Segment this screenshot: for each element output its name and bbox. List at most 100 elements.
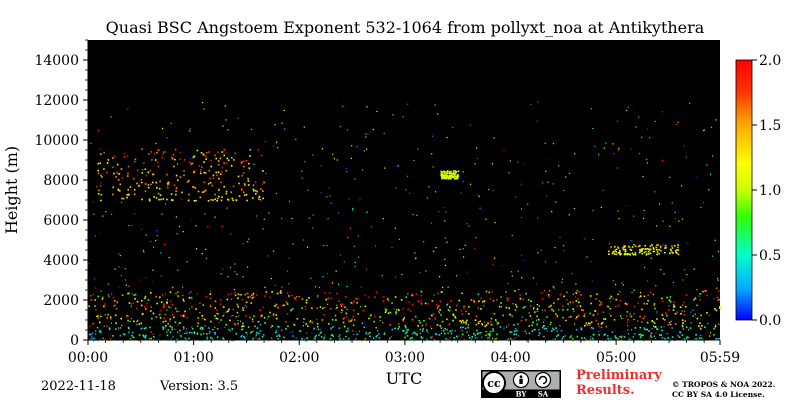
data-cell (159, 296, 161, 299)
noise-cell (464, 244, 466, 246)
data-cell (123, 333, 126, 336)
noise-cell (662, 244, 664, 246)
data-cell (624, 251, 627, 253)
data-cell (116, 171, 118, 174)
data-cell (448, 176, 451, 179)
data-cell (92, 338, 94, 340)
noise-cell (305, 332, 308, 334)
data-cell (695, 338, 697, 340)
data-cell (211, 337, 213, 340)
data-cell (232, 185, 235, 188)
data-cell (578, 291, 581, 293)
noise-cell (375, 245, 377, 247)
data-cell (669, 296, 672, 298)
data-cell (617, 293, 619, 296)
data-cell (179, 158, 181, 161)
noise-cell (633, 318, 635, 320)
data-cell (97, 169, 99, 172)
data-cell (448, 171, 451, 173)
noise-cell (225, 311, 227, 313)
data-cell (214, 307, 217, 309)
data-cell (718, 298, 721, 301)
noise-cell (376, 110, 378, 113)
noise-cell (296, 296, 298, 298)
data-cell (180, 335, 182, 337)
data-cell (699, 299, 701, 301)
noise-cell (417, 148, 419, 150)
data-cell (117, 188, 119, 191)
noise-cell (124, 340, 126, 342)
data-cell (379, 316, 381, 318)
noise-cell (320, 165, 322, 167)
data-cell (249, 149, 251, 151)
noise-cell (537, 217, 539, 219)
data-cell (106, 171, 108, 173)
noise-cell (543, 319, 545, 321)
data-cell (166, 302, 168, 305)
data-cell (639, 333, 642, 336)
data-cell (220, 319, 222, 321)
noise-cell (576, 336, 578, 338)
noise-cell (690, 311, 692, 313)
noise-cell (666, 333, 668, 335)
data-cell (162, 321, 165, 323)
data-cell (623, 253, 626, 255)
noise-cell (462, 181, 464, 183)
noise-cell (230, 233, 232, 235)
noise-cell (102, 296, 104, 298)
version-number: 3.5 (217, 379, 239, 394)
colorbar-tick-label: 1.5 (759, 118, 781, 134)
data-cell (243, 183, 246, 185)
data-cell (572, 301, 574, 304)
noise-cell (503, 329, 505, 331)
noise-cell (291, 217, 293, 220)
data-cell (407, 328, 410, 331)
data-cell (218, 189, 220, 191)
noise-cell (327, 218, 329, 220)
data-cell (93, 337, 96, 340)
noise-cell (637, 302, 639, 304)
noise-cell (687, 242, 689, 244)
data-cell (291, 308, 294, 310)
data-cell (515, 303, 517, 306)
data-cell (659, 245, 662, 248)
data-cell (330, 334, 333, 336)
data-cell (173, 184, 176, 186)
data-cell (148, 198, 151, 201)
by-text: BY (516, 390, 528, 399)
data-cell (653, 322, 656, 324)
data-cell (145, 174, 148, 177)
data-cell (323, 306, 326, 309)
data-cell (619, 251, 621, 254)
data-cell (404, 325, 407, 327)
data-cell (624, 302, 627, 305)
noise-cell (398, 238, 400, 240)
data-cell (210, 336, 212, 339)
data-cell (416, 334, 418, 336)
data-cell (455, 177, 457, 180)
data-cell (212, 177, 215, 179)
data-cell (329, 307, 332, 310)
data-cell (283, 304, 285, 307)
data-cell (179, 322, 181, 324)
data-cell (309, 321, 311, 323)
noise-cell (193, 332, 195, 334)
noise-cell (415, 258, 417, 260)
data-cell (667, 324, 669, 326)
noise-cell (715, 324, 717, 326)
noise-cell (291, 331, 293, 333)
data-cell (668, 308, 670, 311)
noise-cell (465, 243, 468, 245)
data-cell (155, 181, 158, 184)
data-cell (670, 249, 672, 252)
data-cell (548, 296, 550, 298)
data-cell (263, 181, 265, 184)
data-cell (175, 174, 178, 177)
data-cell (700, 337, 703, 340)
noise-cell (714, 239, 716, 241)
noise-cell (401, 273, 403, 276)
data-cell (134, 298, 136, 300)
data-cell (613, 250, 615, 253)
data-cell (220, 199, 223, 202)
data-cell (189, 331, 191, 334)
